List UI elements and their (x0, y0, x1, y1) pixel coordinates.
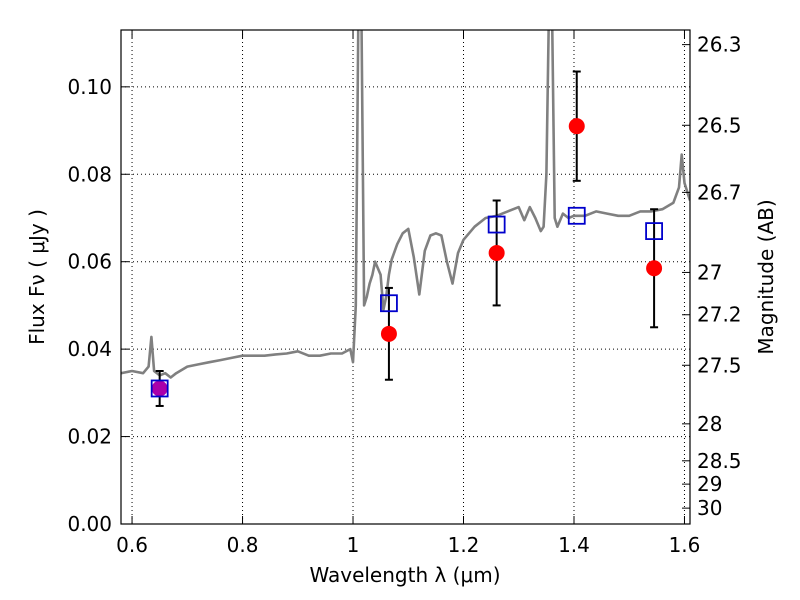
x-tick-label: 1.4 (558, 533, 590, 557)
mag-tick-label: 28.5 (697, 449, 742, 473)
model-spectrum-line (121, 30, 690, 379)
mag-tick-label: 28 (697, 412, 722, 436)
mag-tick-label: 27 (697, 260, 722, 284)
mag-tick-label: 27.5 (697, 353, 742, 377)
plot-frame (120, 29, 691, 525)
mag-tick-label: 30 (697, 496, 722, 520)
x-tick-label: 0.8 (227, 533, 259, 557)
x-axis-label: Wavelength λ (μm) (309, 563, 500, 587)
mag-tick-label: 26.3 (697, 33, 742, 57)
model-photometry-square (645, 222, 663, 240)
model-photometry-square (380, 294, 398, 313)
x-tick-label: 1 (347, 533, 360, 557)
y2-axis-label: Magnitude (AB) (754, 199, 778, 354)
model-photometry-square (487, 215, 506, 234)
tick-labels: 0.6 0.8 1 1.2 1.4 1.6 0.00 0.02 0.04 0.06 0.08 0.10… (67, 33, 741, 557)
y-tick-label: 0.10 (67, 75, 112, 99)
grid (121, 30, 690, 525)
observed-point (646, 260, 663, 277)
x-tick-label: 1.6 (669, 533, 701, 557)
y-tick-label: 0.04 (67, 337, 112, 361)
y-tick-label: 0.08 (67, 162, 112, 186)
data-points-layer (150, 70, 663, 407)
model-photometry-square (567, 206, 586, 225)
y-tick-label: 0.00 (67, 512, 112, 536)
y-tick-label: 0.02 (67, 425, 112, 449)
mag-tick-label: 27.2 (697, 303, 742, 327)
y-tick-label: 0.06 (67, 250, 112, 274)
mag-tick-label: 26.5 (697, 113, 742, 137)
x-tick-label: 0.6 (116, 533, 148, 557)
observed-point (151, 380, 168, 397)
mag-tick-label: 29 (697, 472, 722, 496)
observed-point (568, 118, 585, 135)
observed-point (380, 325, 397, 342)
model-spectrum-layer (121, 30, 690, 379)
mag-tick-label: 26.7 (697, 180, 742, 204)
y-axis-label: Flux Fν ( μJy ) (25, 209, 49, 345)
model-photometry-square (150, 379, 169, 398)
axis-ticks (121, 30, 690, 525)
x-tick-label: 1.2 (448, 533, 480, 557)
observed-point (488, 244, 505, 261)
